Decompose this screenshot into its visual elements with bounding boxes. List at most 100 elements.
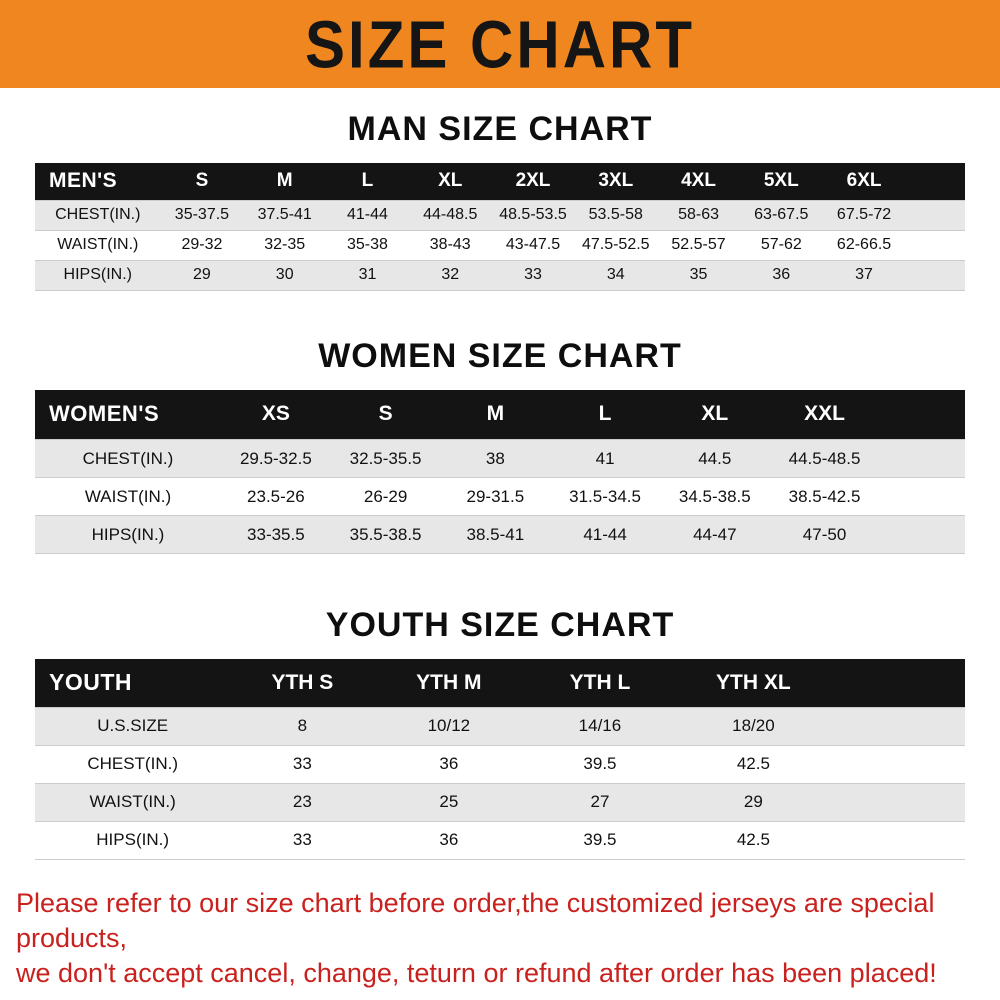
value-cell: 47.5-52.5 xyxy=(581,236,650,253)
value-cell: 35.5-38.5 xyxy=(349,524,422,544)
size-header-cell: 2XL xyxy=(491,163,575,200)
youth-section-heading: YOUTH SIZE CHART xyxy=(325,606,675,644)
man-section-heading: MAN SIZE CHART xyxy=(347,110,653,148)
filler-cell xyxy=(830,707,965,745)
table-row: CHEST(IN.) 33 36 39.5 42.5 xyxy=(35,745,965,783)
man-size-section: MAN SIZE CHART MEN'S S M L XL 2XL 3XL 4XL 5XL 6XL… xyxy=(0,110,1000,291)
size-header-cell: S xyxy=(160,163,244,200)
value-cell: 32 xyxy=(441,266,460,283)
filler-cell xyxy=(830,659,965,707)
value-cell: 33 xyxy=(292,754,312,773)
value-cell: 10/12 xyxy=(427,716,471,735)
value-cell: 41-44 xyxy=(583,524,627,544)
table-row: CHEST(IN.) 29.5-32.5 32.5-35.5 38 41 44.5 44.5… xyxy=(35,439,965,478)
row-label-cell: WAIST(IN.) xyxy=(84,486,172,506)
value-cell: 29 xyxy=(743,792,763,811)
table-row: WAIST(IN.) 23 25 27 29 xyxy=(35,783,965,821)
value-cell: 27 xyxy=(590,792,610,811)
value-cell: 37.5-41 xyxy=(257,206,312,223)
table-row: HIPS(IN.) 29 30 31 32 33 34 35 36 37 xyxy=(35,260,965,290)
size-header-cell: XL xyxy=(408,163,492,200)
value-cell: 33 xyxy=(292,830,312,849)
row-label-cell: CHEST(IN.) xyxy=(55,206,141,223)
filler-cell xyxy=(905,260,965,290)
size-header-cell: XXL xyxy=(769,389,880,440)
size-chart-body: MAN SIZE CHART MEN'S S M L XL 2XL 3XL 4XL 5XL 6XL… xyxy=(0,110,1000,991)
filler-cell xyxy=(879,440,965,478)
table-row: HIPS(IN.) 33-35.5 35.5-38.5 38.5-41 41-44 44-… xyxy=(35,515,965,554)
value-cell: 31.5-34.5 xyxy=(569,486,641,506)
value-cell: 35-37.5 xyxy=(174,206,230,223)
value-cell: 38-43 xyxy=(429,236,471,253)
value-cell: 63-67.5 xyxy=(754,206,809,223)
value-cell: 41 xyxy=(595,448,615,468)
size-header-cell: 5XL xyxy=(739,163,823,200)
row-label-cell: HIPS(IN.) xyxy=(91,524,165,544)
size-header-cell: M xyxy=(440,389,551,440)
filler-cell xyxy=(879,389,965,440)
value-cell: 29.5-32.5 xyxy=(239,448,312,468)
men-size-table: MEN'S S M L XL 2XL 3XL 4XL 5XL 6XL CHEST(IN.) 35-37… xyxy=(35,163,965,291)
value-cell: 44.5-48.5 xyxy=(788,448,861,468)
value-cell: 38.5-41 xyxy=(466,524,525,544)
value-cell: 34 xyxy=(606,266,625,283)
value-cell: 42.5 xyxy=(736,830,770,849)
value-cell: 43-47.5 xyxy=(505,236,561,253)
footer-line-2: we don't accept cancel, change, teturn o… xyxy=(16,957,937,988)
women-section-heading: WOMEN SIZE CHART xyxy=(318,336,682,375)
row-label-cell: HIPS(IN.) xyxy=(96,830,170,849)
women-size-table: WOMEN'S XS S M L XL XXL CHEST(IN.) 29.5-32.5 32.5… xyxy=(35,389,965,555)
footer-note: Please refer to our size chart before or… xyxy=(16,886,986,991)
value-cell: 29-31.5 xyxy=(466,486,525,506)
size-header-cell: 3XL xyxy=(574,163,658,200)
row-label-cell: WAIST(IN.) xyxy=(57,236,139,253)
value-cell: 37 xyxy=(855,266,873,283)
row-label-cell: HIPS(IN.) xyxy=(63,266,132,283)
filler-cell xyxy=(879,516,965,554)
table-header-row: WOMEN'S XS S M L XL XXL xyxy=(35,389,965,440)
youth-size-section: YOUTH SIZE CHART YOUTH YTH S YTH M YTH L YTH… xyxy=(0,606,1000,860)
size-header-cell: L xyxy=(550,389,660,440)
value-cell: 48.5-53.5 xyxy=(499,206,567,223)
value-cell: 26-29 xyxy=(363,486,408,506)
youth-size-table: YOUTH YTH S YTH M YTH L YTH XL U.S.SIZE 8 10/12… xyxy=(35,659,965,860)
filler-cell xyxy=(830,745,965,783)
filler-cell xyxy=(879,478,965,516)
size-header-cell: YTH XL xyxy=(676,659,831,707)
table-row: HIPS(IN.) 33 36 39.5 42.5 xyxy=(35,821,965,859)
value-cell: 23 xyxy=(292,792,312,811)
value-cell: 57-62 xyxy=(760,236,802,253)
value-cell: 29-32 xyxy=(181,236,223,253)
value-cell: 36 xyxy=(439,754,459,773)
value-cell: 30 xyxy=(275,266,294,283)
value-cell: 25 xyxy=(439,792,459,811)
value-cell: 38 xyxy=(485,448,505,468)
table-title-cell: WOMEN'S xyxy=(35,389,221,440)
row-label-cell: CHEST(IN.) xyxy=(82,448,174,468)
value-cell: 44-47 xyxy=(693,524,737,544)
table-row: WAIST(IN.) 29-32 32-35 35-38 38-43 43-47.5 47.… xyxy=(35,230,965,260)
table-header-row: MEN'S S M L XL 2XL 3XL 4XL 5XL 6XL xyxy=(35,163,965,200)
value-cell: 14/16 xyxy=(578,716,622,735)
filler-cell xyxy=(830,783,965,821)
value-cell: 23.5-26 xyxy=(247,486,305,506)
value-cell: 67.5-72 xyxy=(836,206,892,223)
size-header-cell: L xyxy=(326,163,409,200)
table-row: CHEST(IN.) 35-37.5 37.5-41 41-44 44-48.5 48.5… xyxy=(35,200,965,230)
value-cell: 52.5-57 xyxy=(671,236,726,253)
banner-title: SIZE CHART xyxy=(305,6,695,82)
row-label-cell: CHEST(IN.) xyxy=(87,754,178,773)
size-header-cell: 4XL xyxy=(657,163,740,200)
value-cell: 41-44 xyxy=(347,206,388,223)
value-cell: 44.5 xyxy=(698,448,732,468)
value-cell: 62-66.5 xyxy=(836,236,892,253)
filler-cell xyxy=(905,163,965,200)
size-chart-banner: SIZE CHART xyxy=(0,0,1000,88)
size-header-cell: M xyxy=(243,163,327,200)
value-cell: 29 xyxy=(193,266,211,283)
size-header-cell: YTH L xyxy=(523,659,677,707)
row-label-cell: WAIST(IN.) xyxy=(89,792,176,811)
value-cell: 34.5-38.5 xyxy=(678,486,751,506)
value-cell: 39.5 xyxy=(583,830,617,849)
value-cell: 47-50 xyxy=(802,524,847,544)
